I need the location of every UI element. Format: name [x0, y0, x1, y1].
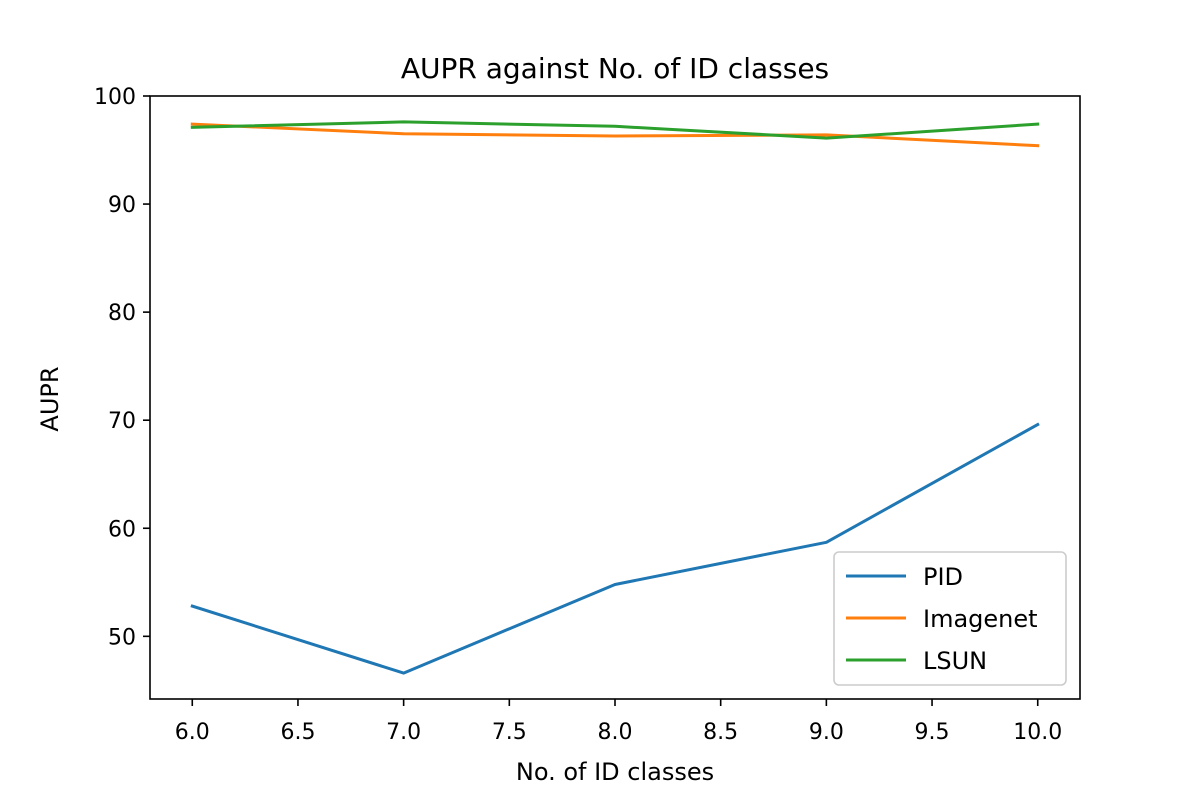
legend-box: [833, 551, 1067, 686]
y-tick-label: 70: [108, 409, 136, 434]
series-line-imagenet: [190, 122, 1040, 148]
legend: PID Imagenet LSUN: [833, 551, 1067, 686]
series-line-pid: [190, 422, 1040, 675]
x-axis-ticks: 6.0 6.5 7.0 7.5 8.0 8.5 9.0 9.5 10.0: [175, 699, 1062, 745]
y-axis-ticks: 50 60 70 80 90 100: [94, 85, 150, 650]
y-axis-label: AUPR: [36, 366, 64, 431]
y-tick-label: 50: [108, 625, 136, 650]
series-line-lsun: [190, 120, 1040, 140]
x-tick-label: 9.0: [809, 720, 844, 745]
series-lines: [190, 120, 1040, 675]
x-tick-label: 6.5: [280, 720, 315, 745]
x-tick-label: 10.0: [1013, 720, 1062, 745]
y-tick-label: 80: [108, 301, 136, 326]
chart-title: AUPR against No. of ID classes: [401, 52, 829, 85]
y-tick-label: 90: [108, 193, 136, 218]
x-axis-label: No. of ID classes: [516, 758, 714, 786]
legend-label-imagenet: Imagenet: [923, 605, 1038, 633]
legend-label-lsun: LSUN: [923, 647, 987, 675]
legend-label-pid: PID: [923, 563, 963, 591]
y-tick-label: 60: [108, 517, 136, 542]
y-tick-label: 100: [94, 85, 136, 110]
x-tick-label: 8.0: [598, 720, 633, 745]
x-tick-label: 7.5: [492, 720, 527, 745]
x-tick-label: 6.0: [175, 720, 210, 745]
x-tick-label: 7.0: [386, 720, 421, 745]
x-tick-label: 9.5: [915, 720, 950, 745]
x-tick-label: 8.5: [703, 720, 738, 745]
